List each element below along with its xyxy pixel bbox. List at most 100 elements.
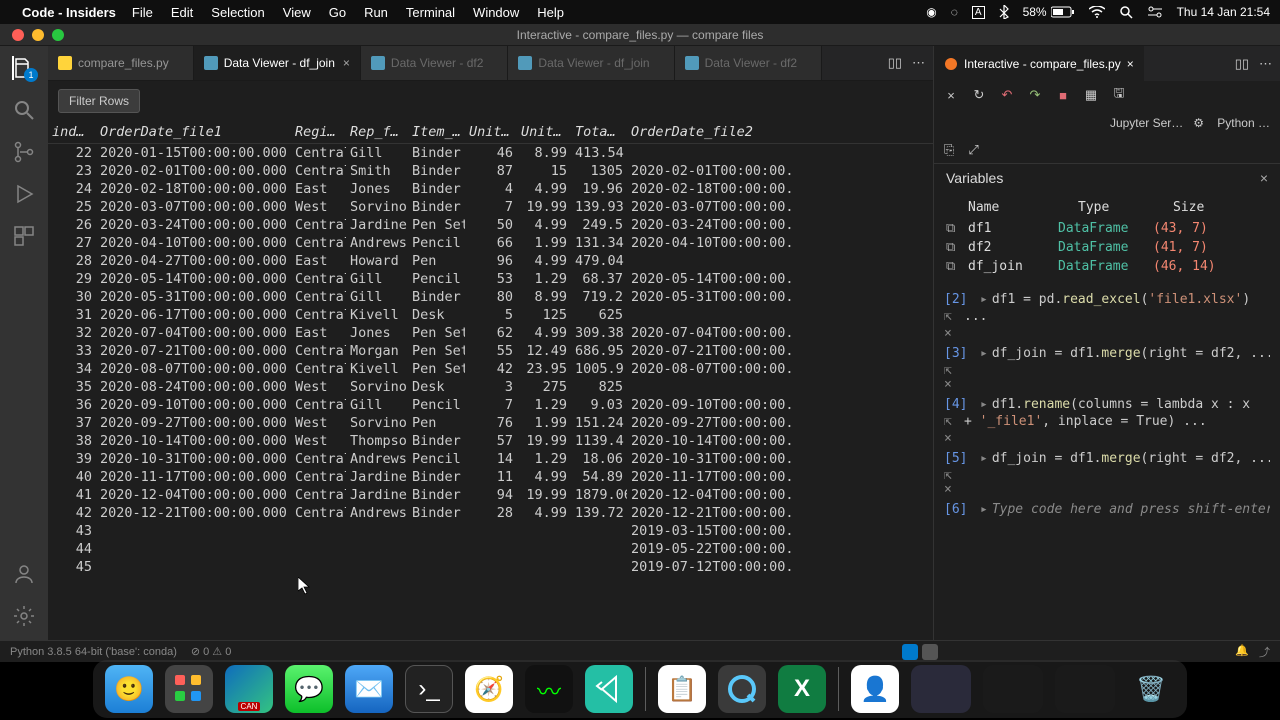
maximize-window-button[interactable] — [52, 29, 64, 41]
photo-thumbnail-icon[interactable]: 👤 — [851, 665, 899, 713]
open-dataframe-icon[interactable]: ⧉ — [946, 221, 962, 236]
column-header[interactable]: Unit … — [517, 121, 571, 143]
code-cell[interactable]: [3]▸df_join = df1.merge(right = df2, ...… — [944, 346, 1270, 389]
variable-row[interactable]: ⧉df_joinDataFrame(46, 14) — [946, 257, 1268, 276]
terminal-app-icon[interactable]: ›_ — [405, 665, 453, 713]
code-cell[interactable]: [6]▸Type code here and press shift-enter… — [944, 502, 1270, 517]
code-cell[interactable]: [5]▸df_join = df1.merge(right = df2, ...… — [944, 451, 1270, 494]
wifi-icon[interactable] — [1089, 6, 1105, 18]
editor-tab[interactable]: Data Viewer - df_join× — [194, 46, 361, 81]
variable-row[interactable]: ⧉df1DataFrame(43, 7) — [946, 219, 1268, 238]
explorer-icon[interactable] — [12, 56, 36, 80]
menu-selection[interactable]: Selection — [211, 5, 264, 20]
menu-window[interactable]: Window — [473, 5, 519, 20]
delete-cell-icon[interactable]: × — [944, 326, 956, 338]
mini-app-1[interactable] — [902, 644, 918, 660]
app-name[interactable]: Code - Insiders — [22, 5, 116, 20]
stop-icon[interactable]: ■ — [1056, 88, 1070, 102]
table-row[interactable]: 442019-05-22T00:00:00. — [48, 540, 933, 558]
table-row[interactable]: 282020-04-27T00:00:00.000EastHowardPen96… — [48, 252, 933, 270]
control-center-icon[interactable] — [1147, 6, 1163, 18]
column-header[interactable]: OrderDate_file2 — [627, 121, 792, 143]
vscode-app-icon[interactable] — [585, 665, 633, 713]
menu-terminal[interactable]: Terminal — [406, 5, 455, 20]
preview-app-icon[interactable]: 📋 — [658, 665, 706, 713]
menu-help[interactable]: Help — [537, 5, 564, 20]
column-header[interactable]: OrderDate_file1 — [96, 121, 291, 143]
menu-run[interactable]: Run — [364, 5, 388, 20]
save-icon[interactable]: 🖫 — [1112, 88, 1126, 102]
filter-rows-button[interactable]: Filter Rows — [58, 89, 140, 113]
mini-app-2[interactable] — [922, 644, 938, 660]
battery-status[interactable]: 58% — [1023, 5, 1075, 19]
clear-icon[interactable]: × — [944, 88, 958, 102]
code-cell[interactable]: [4]▸df1.rename(columns = lambda x : x⇱+ … — [944, 397, 1270, 443]
text-input-icon[interactable]: A — [972, 6, 985, 19]
trash-icon[interactable]: 🗑️ — [1127, 665, 1175, 713]
table-row[interactable]: 412020-12-04T00:00:00.000CentralJardineB… — [48, 486, 933, 504]
editor-tab[interactable]: compare_files.py — [48, 46, 194, 81]
python-interpreter[interactable]: Python 3.8.5 64-bit ('base': conda) — [10, 646, 177, 658]
undo-icon[interactable]: ↷ — [1028, 88, 1042, 102]
more-actions-icon[interactable]: ⋯ — [912, 55, 925, 71]
jupyter-server-label[interactable]: Jupyter Ser… — [1110, 116, 1183, 130]
server-gear-icon[interactable]: ⚙ — [1193, 116, 1207, 130]
export-icon[interactable]: ⎘ — [944, 142, 954, 158]
goto-icon[interactable]: ⇱ — [944, 363, 956, 375]
window-thumb-2[interactable] — [983, 665, 1043, 713]
close-tab-icon[interactable]: × — [343, 56, 350, 70]
table-row[interactable]: 332020-07-21T00:00:00.000CentralMorganPe… — [48, 342, 933, 360]
feedback-icon[interactable]: ⤴ — [1259, 644, 1270, 660]
goto-icon[interactable]: ⇱ — [944, 414, 956, 426]
extensions-icon[interactable] — [12, 224, 36, 248]
search-icon[interactable] — [12, 98, 36, 122]
table-row[interactable]: 292020-05-14T00:00:00.000CentralGillPenc… — [48, 270, 933, 288]
editor-tab[interactable]: Data Viewer - df2 — [361, 46, 509, 81]
table-row[interactable]: 302020-05-31T00:00:00.000CentralGillBind… — [48, 288, 933, 306]
mail-app-icon[interactable]: ✉️ — [345, 665, 393, 713]
status-icon[interactable]: ◌ — [951, 5, 958, 19]
safari-app-icon[interactable]: 🧭 — [465, 665, 513, 713]
table-row[interactable]: 352020-08-24T00:00:00.000WestSorvinoDesk… — [48, 378, 933, 396]
interrupt-icon[interactable]: ↶ — [1000, 88, 1014, 102]
menu-file[interactable]: File — [132, 5, 153, 20]
table-row[interactable]: 322020-07-04T00:00:00.000EastJonesPen Se… — [48, 324, 933, 342]
table-row[interactable]: 362020-09-10T00:00:00.000CentralGillPenc… — [48, 396, 933, 414]
split-right-icon[interactable]: ▯▯ — [1235, 56, 1249, 72]
problems-status[interactable]: ⊘ 0 ⚠ 0 — [191, 645, 231, 658]
table-row[interactable]: 242020-02-18T00:00:00.000EastJonesBinder… — [48, 180, 933, 198]
column-header[interactable]: index — [48, 121, 96, 143]
table-row[interactable]: 232020-02-01T00:00:00.000CentralSmithBin… — [48, 162, 933, 180]
table-row[interactable]: 452019-07-12T00:00:00. — [48, 558, 933, 576]
activity-monitor-app-icon[interactable]: 〰 — [525, 665, 573, 713]
spotlight-icon[interactable] — [1119, 5, 1133, 19]
split-editor-icon[interactable]: ▯▯ — [888, 55, 902, 71]
table-row[interactable]: 402020-11-17T00:00:00.000CentralJardineB… — [48, 468, 933, 486]
open-dataframe-icon[interactable]: ⧉ — [946, 240, 962, 255]
menu-go[interactable]: Go — [329, 5, 346, 20]
window-thumb-1[interactable] — [911, 665, 971, 713]
close-window-button[interactable] — [12, 29, 24, 41]
interactive-tab[interactable]: Interactive - compare_files.py × — [934, 46, 1144, 81]
column-header[interactable]: Regio… — [291, 121, 346, 143]
table-row[interactable]: 312020-06-17T00:00:00.000CentralKivellDe… — [48, 306, 933, 324]
bluetooth-icon[interactable] — [999, 5, 1009, 19]
variables-icon[interactable]: ▦ — [1084, 88, 1098, 102]
finder-app-icon[interactable]: 🙂 — [105, 665, 153, 713]
launchpad-app-icon[interactable] — [165, 665, 213, 713]
editor-tab[interactable]: Data Viewer - df_join — [508, 46, 674, 81]
source-control-icon[interactable] — [12, 140, 36, 164]
table-row[interactable]: 272020-04-10T00:00:00.000CentralAndrewsP… — [48, 234, 933, 252]
editor-tab[interactable]: Data Viewer - df2 — [675, 46, 823, 81]
menu-edit[interactable]: Edit — [171, 5, 193, 20]
delete-cell-icon[interactable]: × — [944, 431, 956, 443]
menu-view[interactable]: View — [283, 5, 311, 20]
messages-app-icon[interactable]: 💬 — [285, 665, 333, 713]
restart-icon[interactable]: ↻ — [972, 88, 986, 102]
close-variables-icon[interactable]: × — [1260, 170, 1268, 186]
account-icon[interactable] — [12, 562, 36, 586]
table-row[interactable]: 432019-03-15T00:00:00. — [48, 522, 933, 540]
close-tab-icon[interactable]: × — [1127, 57, 1134, 71]
python-kernel-label[interactable]: Python … — [1217, 116, 1270, 130]
variable-row[interactable]: ⧉df2DataFrame(41, 7) — [946, 238, 1268, 257]
